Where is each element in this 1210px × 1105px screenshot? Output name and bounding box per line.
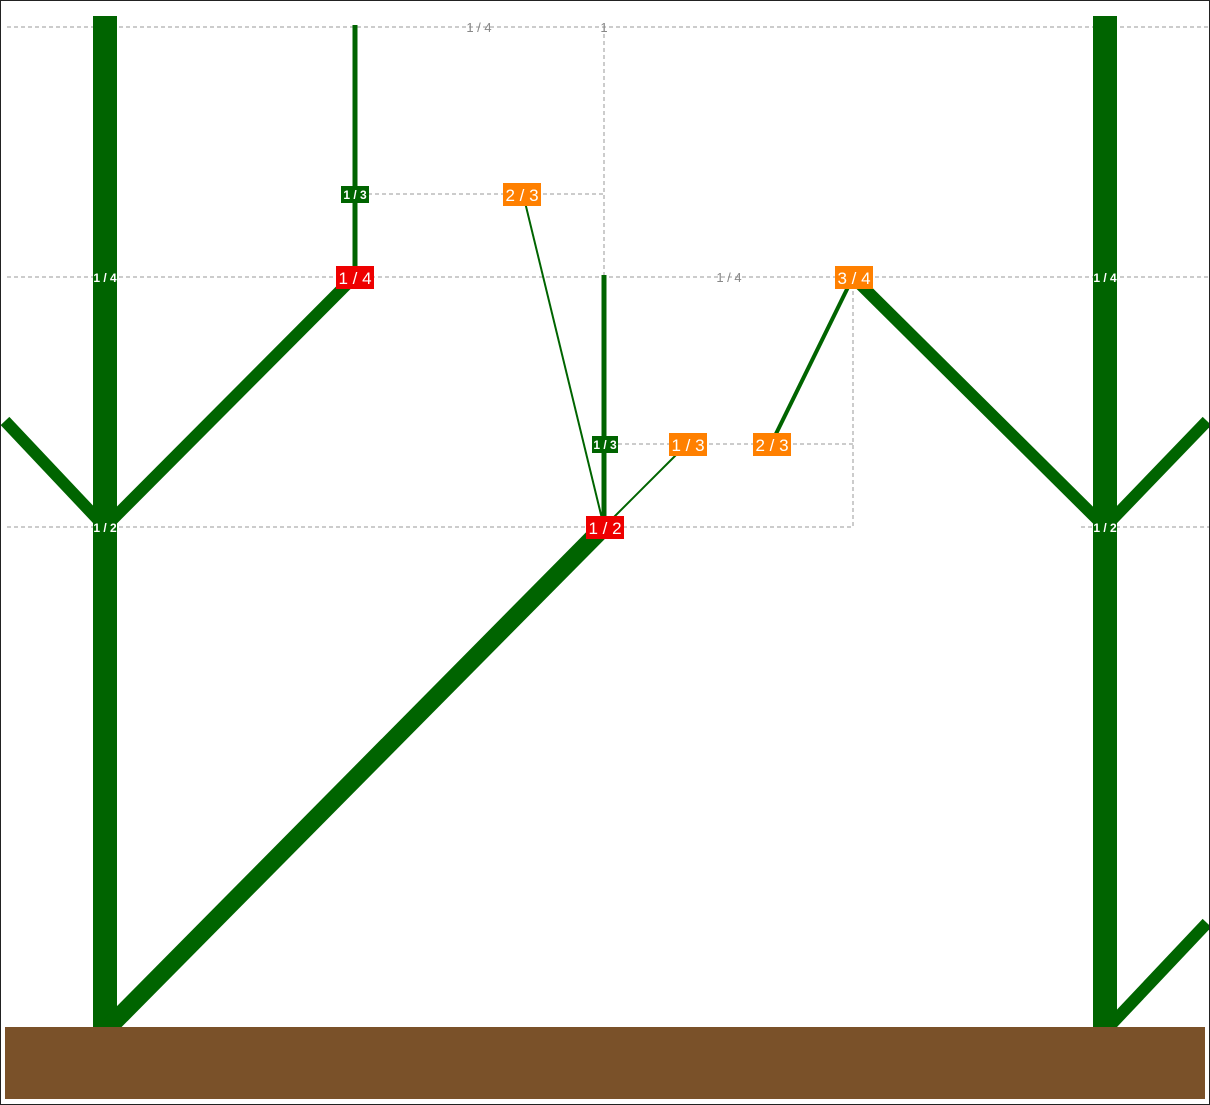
left-upper-diagonal [100, 272, 359, 532]
left-branch-quarter-label-bg [336, 266, 374, 289]
center-half-label-bg [586, 516, 624, 539]
right-short-branch [769, 276, 855, 445]
center-third-label: 1 / 3 [593, 438, 617, 452]
center-to-upper-branch [522, 193, 605, 528]
main-diagonal [98, 520, 611, 1038]
orange-labels: 2 / 3 1 / 3 2 / 3 3 / 4 [503, 183, 873, 456]
left-third-label: 1 / 3 [343, 188, 367, 202]
left-third-label-bg [341, 186, 369, 203]
center-one-third-label: 1 / 3 [671, 436, 704, 455]
right-outer-lower-branch [1100, 918, 1209, 1036]
left-outer-branch [1, 416, 110, 532]
upper-two-thirds-label: 2 / 3 [505, 186, 538, 205]
center-to-middle-branch [603, 443, 688, 528]
ground [5, 1027, 1205, 1099]
left-trunk-quarter-label: 1 / 4 [93, 271, 117, 285]
center-one-third-label-bg [669, 433, 707, 456]
center-third-label-bg [592, 436, 618, 453]
right-trunk-quarter-label: 1 / 4 [1093, 271, 1117, 285]
branches [1, 16, 1209, 1038]
trunk-labels: 1 / 4 1 / 2 1 / 4 1 / 2 [93, 271, 1117, 535]
guide-label-middle-quarter: 1 / 4 [716, 270, 741, 285]
right-diagonal [848, 272, 1110, 532]
red-labels: 1 / 4 1 / 2 [336, 266, 624, 539]
guide-label-top-one: 1 [600, 20, 607, 35]
center-half-label: 1 / 2 [588, 519, 621, 538]
right-three-quarters-label-bg [835, 266, 873, 289]
left-trunk-half-label: 1 / 2 [93, 521, 117, 535]
center-two-thirds-label-bg [753, 433, 791, 456]
green-labels: 1 / 3 1 / 3 [341, 186, 618, 453]
right-trunk-half-label: 1 / 2 [1093, 521, 1117, 535]
guide-label-top-quarter: 1 / 4 [466, 20, 491, 35]
right-outer-upper-branch [1100, 416, 1209, 532]
left-branch-quarter-label: 1 / 4 [338, 269, 371, 288]
center-two-thirds-label: 2 / 3 [755, 436, 788, 455]
right-three-quarters-label: 3 / 4 [837, 269, 870, 288]
upper-two-thirds-label-bg [503, 183, 541, 206]
